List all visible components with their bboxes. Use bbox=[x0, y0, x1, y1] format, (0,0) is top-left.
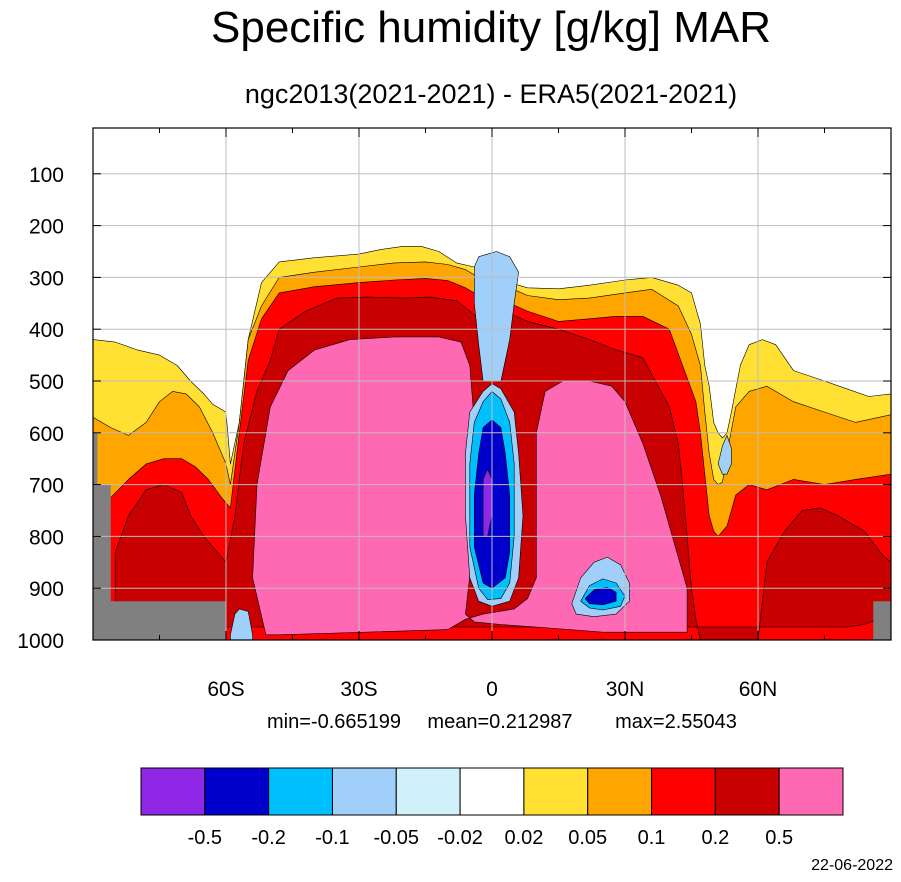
y-tick-label: 400 bbox=[29, 319, 64, 342]
colorbar-swatch bbox=[395, 767, 461, 816]
colorbar-swatch bbox=[587, 767, 653, 816]
contour-region bbox=[584, 586, 617, 606]
stat-min: min=-0.665199 bbox=[267, 711, 401, 733]
contour-region bbox=[230, 608, 253, 640]
colorbar-swatch bbox=[331, 767, 397, 816]
colorbar-label: 0.5 bbox=[765, 827, 793, 849]
colorbar-label: 0.1 bbox=[638, 827, 666, 849]
chart-title: Specific humidity [g/kg] MAR bbox=[211, 3, 771, 52]
stats-line: min=-0.665199 mean=0.212987 max=2.55043 bbox=[267, 711, 737, 733]
stat-max: max=2.55043 bbox=[615, 711, 737, 733]
colorbar-swatch bbox=[778, 767, 844, 816]
y-tick-label: 100 bbox=[29, 164, 64, 187]
contour-region bbox=[482, 468, 493, 537]
colorbar-label: 0.02 bbox=[504, 827, 543, 849]
x-tick-label: 60S bbox=[207, 678, 244, 701]
y-axis-labels: 100 200 300 400 500 600 700 800 900 1000 bbox=[17, 164, 64, 653]
contour-region bbox=[717, 435, 732, 475]
colorbar-swatch bbox=[651, 767, 716, 816]
colorbar-labels: -0.5 -0.2 -0.1 -0.05 -0.02 0.02 0.05 0.1 0.2 0.5 bbox=[188, 827, 794, 849]
colorbar-label: 0.05 bbox=[568, 827, 607, 849]
y-tick-label: 500 bbox=[29, 371, 64, 394]
colorbar-label: 0.2 bbox=[701, 827, 729, 849]
colorbar bbox=[140, 767, 844, 816]
missing-data-region bbox=[873, 601, 891, 640]
y-tick-label: 200 bbox=[29, 216, 64, 239]
y-tick-label: 300 bbox=[29, 267, 64, 290]
plot-area bbox=[92, 127, 892, 641]
x-tick-label: 30S bbox=[340, 678, 377, 701]
colorbar-swatch bbox=[204, 767, 270, 816]
colorbar-label: -0.02 bbox=[437, 827, 483, 849]
x-tick-label: 0 bbox=[486, 678, 498, 701]
y-tick-label: 700 bbox=[29, 475, 64, 498]
date-stamp: 22-06-2022 bbox=[811, 857, 893, 874]
y-tick-label: 800 bbox=[29, 526, 64, 549]
y-tick-label: 600 bbox=[29, 423, 64, 446]
chart-subtitle: ngc2013(2021-2021) - ERA5(2021-2021) bbox=[245, 79, 737, 109]
x-tick-label: 60N bbox=[739, 678, 778, 701]
y-tick-label: 1000 bbox=[17, 630, 64, 653]
colorbar-swatch bbox=[268, 767, 333, 816]
colorbar-swatch bbox=[714, 767, 780, 816]
missing-data-region bbox=[93, 432, 226, 640]
colorbar-swatch bbox=[523, 767, 589, 816]
colorbar-label: -0.2 bbox=[251, 827, 285, 849]
x-tick-label: 30N bbox=[606, 678, 645, 701]
colorbar-label: -0.5 bbox=[188, 827, 222, 849]
colorbar-label: -0.05 bbox=[373, 827, 419, 849]
x-axis-labels: 60S 30S 0 30N 60N bbox=[207, 678, 777, 701]
stat-mean: mean=0.212987 bbox=[427, 711, 572, 733]
grid-lines bbox=[93, 128, 891, 640]
axis-ticks bbox=[92, 128, 892, 641]
colorbar-swatch bbox=[140, 767, 206, 816]
colorbar-label: -0.1 bbox=[315, 827, 349, 849]
y-tick-label: 900 bbox=[29, 578, 64, 601]
contour-region bbox=[473, 251, 519, 382]
colorbar-swatch bbox=[459, 767, 525, 816]
